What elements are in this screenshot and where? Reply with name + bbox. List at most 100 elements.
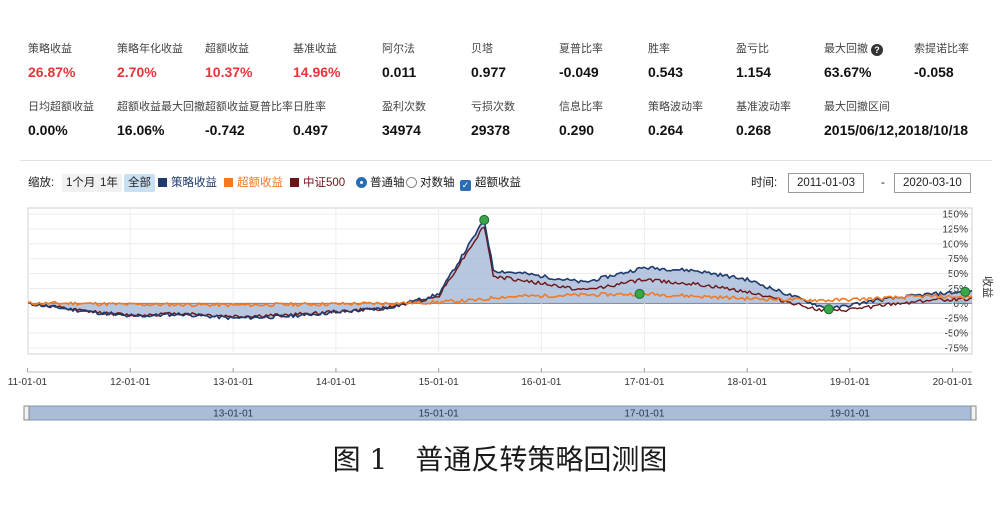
strategy-swatch [158,178,167,187]
metric-value: 0.290 [559,122,595,138]
metric-label-text: 亏损次数 [471,101,515,113]
metric-value: 34974 [382,122,421,138]
excess-line [27,291,973,308]
metric-label-text: 最大回撤 [824,43,868,55]
metric-row1-5: 贝塔 0.977 [471,40,561,80]
normal-axis-radio[interactable]: 普通轴 [356,174,405,192]
metric-row2-0: 日均超额收益 0.00% [28,98,118,138]
metric-value: -0.049 [559,64,599,80]
metric-value: 1.154 [736,64,772,80]
y-tick-label: -75% [945,344,968,355]
legend-csi500[interactable]: 中证500 [290,174,345,192]
navigator-tick-label: 17-01-01 [624,409,664,420]
metric-row2-5: 亏损次数 29378 [471,98,561,138]
metric-label-text: 夏普比率 [559,43,603,55]
backtest-chart: 150% 125% 100% 75% 50% 25% 0% -25% -50% -75% 收益 11-… [0,196,1000,436]
metric-row2-2: 超额收益夏普比率 -0.742 [205,98,295,138]
x-tick-label: 17-01-01 [624,377,664,388]
metric-label-text: 超额收益夏普比率 [205,101,293,113]
log-axis-radio[interactable]: 对数轴 [406,174,455,192]
navigator-tick-label: 13-01-01 [213,409,253,420]
metric-label: 盈利次数 [382,98,472,114]
navigator-tick-label: 19-01-01 [830,409,870,420]
legend-csi500-label: 中证500 [303,177,346,189]
metric-row1-1: 策略年化收益 2.70% [117,40,207,80]
metric-value: 29378 [471,122,510,138]
metric-row1-2: 超额收益 10.37% [205,40,295,80]
metric-label: 策略收益 [28,40,118,56]
x-tick-label: 20-01-01 [933,377,973,388]
metric-label-text: 盈利次数 [382,101,426,113]
y-tick-label: 50% [948,269,968,280]
zoom-all-button[interactable]: 全部 [124,174,155,192]
metric-row1-10: 索提诺比率 -0.058 [914,40,1000,80]
zoom-1-month-button[interactable]: 1个月 [62,174,100,192]
x-tick-label: 14-01-01 [316,377,356,388]
metric-value: -0.742 [205,122,245,138]
metric-value: 0.011 [382,64,417,80]
metric-label: 超额收益最大回撤 [117,98,207,114]
y-tick-label: -50% [945,329,968,340]
metric-value: 0.977 [471,64,507,80]
start-date-input[interactable]: 2011-01-03 [788,173,864,193]
legend-excess[interactable]: 超额收益 [224,174,283,192]
metric-label: 策略波动率 [648,98,738,114]
end-date-input[interactable]: 2020-03-10 [894,173,971,193]
help-icon[interactable]: ? [871,44,883,56]
metric-value: 0.497 [293,122,329,138]
metric-row2-7: 策略波动率 0.264 [648,98,738,138]
strategy-line [27,220,973,321]
metric-label-text: 最大回撤区间 [824,101,890,113]
metric-row2-1: 超额收益最大回撤 16.06% [117,98,207,138]
legend-excess-label: 超额收益 [237,177,283,189]
excess-return-checkbox[interactable]: ✓ 超额收益 [460,174,521,192]
radio-on-icon [356,177,367,188]
metrics-row-secondary: 日均超额收益 0.00% 超额收益最大回撤 16.06% 超额收益夏普比率 -0.742 日… [28,98,988,156]
metric-label: 策略年化收益 [117,40,207,56]
metric-label-text: 索提诺比率 [914,43,969,55]
metric-label-text: 基准收益 [293,43,337,55]
metrics-panel: 策略收益 26.87% 策略年化收益 2.70% 超额收益 10.37% 基准收益 14.96… [28,40,988,156]
x-tick-label: 13-01-01 [213,377,253,388]
metric-label-text: 胜率 [648,43,670,55]
metric-row2-9: 最大回撤区间 2015/06/12,2018/10/18 [824,98,968,138]
figure-caption: 图 1 普通反转策略回测图 [332,443,668,476]
metric-label: 日均超额收益 [28,98,118,114]
x-tick-label: 18-01-01 [727,377,767,388]
metric-label: 超额收益 [205,40,295,56]
metric-label: 盈亏比 [736,40,826,56]
x-tick-label: 11-01-01 [8,377,48,388]
zoom-1-year-button[interactable]: 1年 [96,174,122,192]
x-tick-label: 15-01-01 [419,377,459,388]
metric-value: 26.87% [28,64,76,80]
y-axis-label: 收益 [981,276,995,298]
navigator-right-handle [970,405,977,421]
legend-strategy-label: 策略收益 [171,177,217,189]
metric-value: 0.543 [648,64,684,80]
metric-label-text: 超额收益 [205,43,249,55]
metric-row2-4: 盈利次数 34974 [382,98,472,138]
event-marker [823,304,834,315]
excess-return-check-label: 超额收益 [475,177,521,189]
divider [20,160,992,161]
metric-value: 10.37% [205,64,253,80]
metric-label: 索提诺比率 [914,40,1000,56]
time-label: 时间: [751,177,778,189]
event-marker [479,214,490,225]
zoom-label: 缩放: [28,177,55,189]
metric-row1-0: 策略收益 26.87% [28,40,118,80]
legend-strategy[interactable]: 策略收益 [158,174,217,192]
strategy-area [28,220,972,320]
metric-row2-3: 日胜率 0.497 [293,98,383,138]
metric-label-text: 基准波动率 [736,101,791,113]
x-tick-label: 16-01-01 [521,377,561,388]
y-tick-label: 125% [942,224,968,235]
metric-value: 0.264 [648,122,684,138]
metric-row1-4: 阿尔法 0.011 [382,40,472,80]
metric-label: 最大回撤区间 [824,98,914,114]
metric-row1-3: 基准收益 14.96% [293,40,383,80]
metric-label: 基准波动率 [736,98,826,114]
metric-label: 贝塔 [471,40,561,56]
log-axis-label: 对数轴 [420,177,455,189]
metric-label: 夏普比率 [559,40,649,56]
